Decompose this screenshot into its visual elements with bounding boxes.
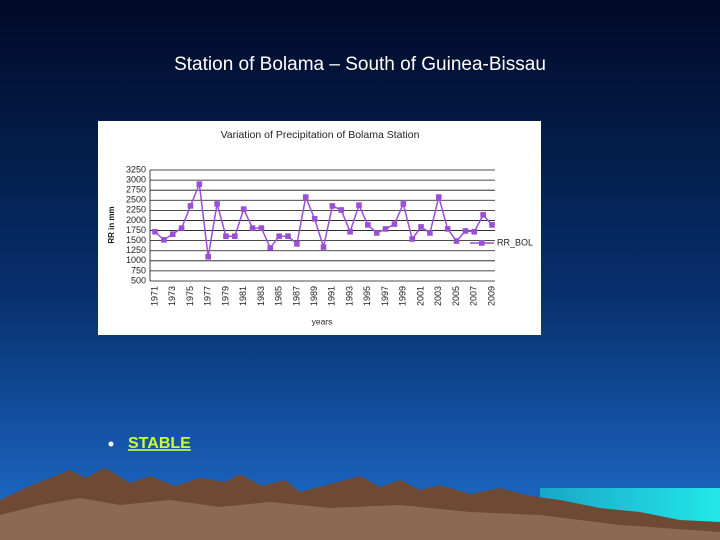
x-tick-label: 1985: [274, 286, 284, 306]
point: [232, 233, 238, 239]
y-tick-label: 1000: [126, 255, 146, 265]
x-tick-label: 1999: [398, 286, 408, 306]
point: [152, 228, 158, 235]
point: [178, 225, 185, 231]
chart-title: Variation of Precipitation of Bolama Sta…: [221, 129, 420, 141]
point: [187, 203, 194, 209]
point: [161, 237, 167, 243]
point: [471, 228, 478, 235]
y-tick-label: 3250: [126, 164, 146, 174]
point: [462, 228, 469, 234]
point: [347, 228, 353, 235]
point: [205, 253, 212, 260]
y-axis-label: RR in mm: [107, 206, 116, 243]
x-tick-label: 1973: [167, 286, 177, 306]
point: [444, 226, 451, 232]
point: [302, 194, 309, 200]
point: [435, 194, 442, 200]
y-tick-label: 2250: [126, 205, 146, 215]
y-tick-label: 750: [131, 265, 146, 275]
x-tick-label: 1981: [238, 286, 248, 306]
point: [391, 221, 398, 227]
x-tick-label: 1997: [380, 286, 390, 306]
x-axis-label: years: [312, 316, 333, 326]
y-tick-label: 1500: [126, 235, 146, 245]
y-tick-label: 3000: [126, 174, 146, 184]
point: [294, 241, 300, 247]
point: [311, 216, 318, 222]
x-tick-label: 2003: [433, 286, 443, 306]
x-tick-label: 1987: [291, 286, 301, 306]
point: [427, 230, 433, 236]
point: [356, 202, 362, 208]
point: [480, 212, 486, 218]
point: [365, 222, 371, 228]
y-tick-label: 1750: [126, 225, 146, 235]
point: [169, 231, 176, 237]
y-tick-label: 2500: [126, 195, 146, 205]
point: [418, 224, 424, 230]
point: [382, 226, 389, 232]
y-tick-label: 1250: [126, 245, 146, 255]
chart-area: [98, 121, 541, 335]
point: [489, 222, 495, 228]
point: [249, 225, 256, 231]
point: [196, 181, 203, 187]
x-tick-label: 2005: [451, 286, 461, 306]
legend-label: RR_BOL: [497, 237, 533, 247]
x-tick-label: 1995: [362, 286, 372, 306]
point: [276, 233, 282, 239]
x-tick-label: 2007: [469, 286, 479, 306]
point: [285, 233, 291, 239]
x-tick-label: 1983: [256, 286, 266, 306]
y-tick-label: 500: [131, 275, 146, 285]
point: [409, 236, 415, 242]
foothills: [0, 498, 720, 540]
x-tick-label: 2001: [415, 286, 425, 306]
x-tick-label: 1993: [344, 286, 354, 306]
point: [223, 233, 229, 239]
point: [400, 201, 407, 207]
point: [338, 207, 345, 213]
bullet-dot: [108, 441, 114, 447]
x-tick-label: 1977: [203, 286, 213, 306]
point: [214, 201, 220, 207]
plot: 5007501000125015001750200022502500275030…: [126, 164, 533, 306]
point: [267, 245, 274, 251]
slide-title: Station of Bolama – South of Guinea-Biss…: [174, 54, 546, 75]
bullet-text: STABLE: [128, 435, 191, 452]
point: [320, 244, 327, 250]
x-tick-label: 1991: [327, 286, 337, 306]
x-tick-label: 1975: [185, 286, 195, 306]
x-tick-label: 1971: [149, 286, 159, 306]
legend-marker: [479, 240, 485, 246]
x-tick-label: 2009: [486, 286, 496, 306]
y-tick-label: 2000: [126, 215, 146, 225]
point: [453, 238, 460, 244]
point: [373, 230, 380, 236]
point: [329, 203, 336, 209]
x-tick-label: 1989: [309, 286, 319, 306]
point: [258, 225, 265, 231]
y-tick-label: 2750: [126, 185, 146, 195]
x-tick-label: 1979: [220, 286, 230, 306]
point: [240, 206, 247, 212]
